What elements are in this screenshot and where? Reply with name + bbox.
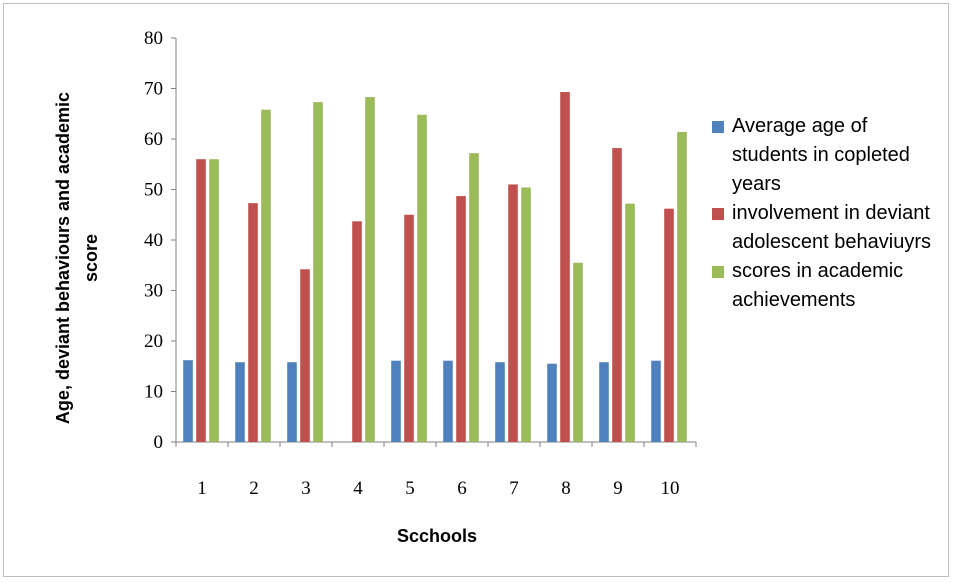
- y-tick-label: 80: [144, 28, 163, 49]
- bar-series-3: [365, 97, 375, 443]
- bar-series-1: [495, 362, 505, 442]
- y-tick-label: 10: [144, 382, 163, 403]
- bar-series-3: [261, 109, 271, 443]
- bar-series-2: [196, 159, 206, 442]
- legend-swatch-series-2: [712, 208, 724, 220]
- bar-series-2: [248, 203, 258, 442]
- x-tick-label: 7: [509, 478, 519, 499]
- bar-series-1: [599, 362, 609, 442]
- bar-series-1: [287, 362, 297, 442]
- bar-series-1: [183, 360, 193, 442]
- legend-label-series-2: involvement in deviant adolescent behavi…: [732, 202, 932, 253]
- legend-swatch-series-1: [712, 121, 724, 133]
- bar-series-2: [560, 92, 570, 442]
- x-tick-label: 8: [561, 478, 571, 499]
- x-tick-label: 2: [249, 478, 259, 499]
- y-tick-label: 70: [144, 79, 163, 100]
- x-axis-title: Scchools: [397, 526, 477, 546]
- bar-series-1: [547, 363, 557, 442]
- y-axis-title-line-2: score: [81, 234, 101, 282]
- bar-series-1: [391, 360, 401, 442]
- bar-series-2: [612, 148, 622, 442]
- bar-series-3: [625, 203, 635, 442]
- x-tick-label: 4: [353, 478, 363, 499]
- bar-series-1: [235, 362, 245, 442]
- bar-series-2: [508, 184, 518, 442]
- legend-item-series-2: involvement in deviant adolescent behavi…: [712, 199, 952, 257]
- bar-series-2: [456, 196, 466, 442]
- legend-item-series-1: Average age of students in copleted year…: [712, 112, 952, 199]
- y-tick-label: 50: [144, 180, 163, 201]
- bar-series-3: [469, 153, 479, 442]
- legend-swatch-series-3: [712, 266, 724, 278]
- x-tick-label: 6: [457, 478, 467, 499]
- y-axis-title-line-1: Age, deviant behaviours and academic: [53, 92, 73, 424]
- legend-item-series-3: scores in academic achievements: [712, 257, 952, 315]
- bar-series-3: [677, 131, 687, 442]
- bar-series-1: [443, 360, 453, 442]
- bar-series-2: [300, 269, 310, 442]
- y-tick-label: 20: [144, 331, 163, 352]
- bar-series-2: [664, 208, 674, 442]
- bar-series-3: [313, 102, 323, 442]
- bar-series-2: [352, 221, 362, 442]
- x-tick-label: 3: [301, 478, 311, 499]
- y-tick-label: 40: [144, 230, 163, 251]
- y-tick-label: 60: [144, 129, 163, 150]
- bar-series-1: [651, 360, 661, 442]
- bar-series-3: [573, 262, 583, 442]
- x-tick-label: 5: [405, 478, 415, 499]
- bar-series-3: [417, 114, 427, 442]
- x-tick-label: 9: [613, 478, 623, 499]
- legend-label-series-1: Average age of students in copleted year…: [732, 115, 910, 195]
- bar-series-3: [209, 159, 219, 442]
- legend: Average age of students in copleted year…: [712, 112, 952, 315]
- legend-label-series-3: scores in academic achievements: [732, 260, 904, 311]
- bar-series-3: [521, 187, 531, 442]
- bar-series-2: [404, 214, 414, 442]
- x-tick-label: 1: [197, 478, 207, 499]
- y-tick-label: 30: [144, 281, 163, 302]
- y-tick-label: 0: [154, 432, 164, 453]
- x-tick-label: 10: [661, 478, 680, 499]
